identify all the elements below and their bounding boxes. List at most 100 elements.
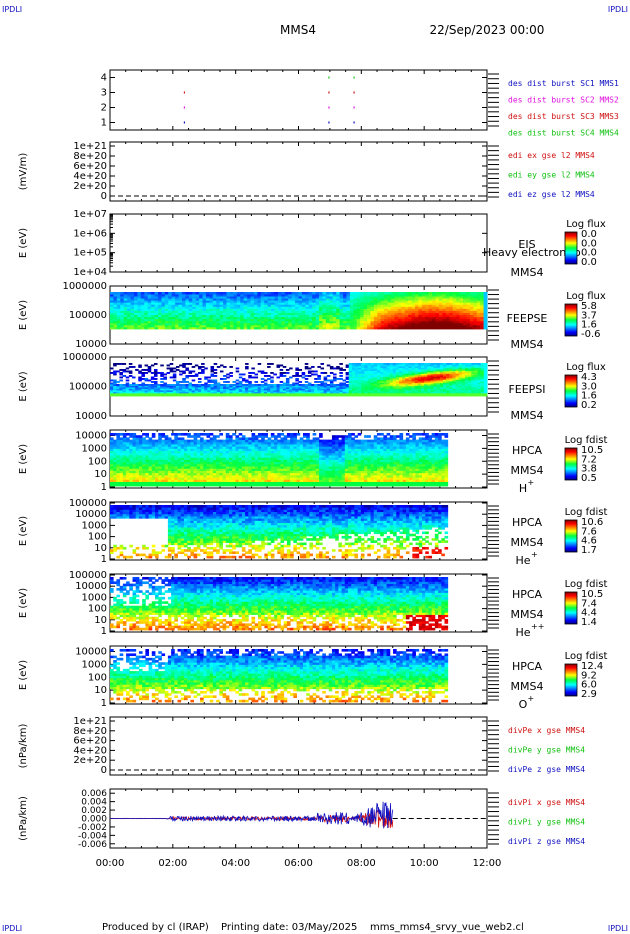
feepse-cell (120, 292, 125, 295)
hpca_h-cell (132, 439, 137, 443)
feepsi-cell (411, 364, 416, 367)
feepsi-cell (210, 366, 215, 368)
feepse-cell (483, 322, 488, 326)
hpca_h-cell (151, 435, 156, 438)
feepse-cell (144, 320, 149, 324)
feepse-cell (205, 308, 210, 311)
hpca_h-cell (183, 433, 188, 436)
feepse-cell (305, 320, 310, 324)
feepse-cell (483, 302, 488, 305)
feepse-cell (439, 294, 443, 297)
feepsi-cell (468, 378, 472, 380)
feepse-cell (202, 312, 207, 316)
hpca_h-cell (167, 439, 172, 443)
feepsi-cell (411, 390, 416, 392)
feepse-cell (325, 316, 330, 320)
feepse-cell (356, 300, 361, 303)
feepsi-cell (361, 363, 365, 365)
hpca_h-cell (122, 452, 127, 456)
hpca_h-cell (122, 463, 127, 467)
feepsi-cell (317, 381, 321, 383)
feepsi-cell (392, 385, 397, 388)
hpca_h-cell (119, 459, 124, 463)
feepse-cell (411, 300, 416, 303)
feepsi-cell (329, 372, 334, 374)
feepsi-cell (169, 384, 174, 386)
feepsi-cell (194, 387, 199, 389)
feepsi-cell (267, 384, 271, 386)
feepse-cell (401, 316, 406, 320)
hpca_h-cell (113, 439, 117, 443)
feepsi-cell (468, 370, 472, 373)
feepse-cell (130, 316, 135, 320)
feepse-cell (466, 292, 471, 295)
feepsi-cell (483, 382, 488, 385)
feepsi-cell (399, 366, 403, 368)
feepse-cell (452, 308, 457, 311)
feepse-cell (384, 320, 389, 324)
feepsi-cell (160, 388, 164, 391)
feepsi-cell (125, 393, 130, 395)
feepse-cell (442, 298, 447, 301)
feepse-cell (421, 302, 426, 305)
feepse-cell (260, 320, 265, 324)
feepse-cell (260, 292, 265, 295)
feepsi-cell (276, 394, 281, 397)
feepse-cell (394, 306, 399, 309)
feepse-cell (483, 318, 488, 322)
feepse-cell (411, 294, 416, 297)
feepsi-cell (245, 367, 249, 370)
feepsi-cell (157, 391, 161, 394)
feepse-cell (264, 306, 269, 309)
feepse-cell (349, 302, 354, 305)
feepse-cell (188, 300, 193, 303)
hpca_h-cell (110, 468, 114, 471)
feepsi-cell (370, 379, 375, 382)
feepse-cell (291, 306, 296, 309)
feepse-cell (178, 310, 183, 313)
feepsi-cell (298, 391, 303, 394)
feepsi-cell (427, 384, 431, 386)
feepse-cell (421, 324, 426, 328)
hpca_h-cell (158, 474, 162, 478)
feepse-cell (373, 324, 378, 328)
feepsi-cell (138, 372, 142, 374)
feepsi-cell (213, 385, 218, 388)
feepse-cell (384, 300, 389, 303)
feepse-cell (459, 294, 464, 297)
feepse-cell (469, 296, 474, 299)
feepse-cell (240, 326, 245, 330)
feepsi-cell (175, 366, 180, 368)
feepse-cell (452, 306, 457, 309)
feepsi-cell (320, 385, 325, 388)
hpca_h-cell (135, 483, 140, 487)
hpca_h-cell (119, 461, 124, 465)
hpca_h-cell (180, 477, 185, 480)
hpca_h-cell (132, 468, 137, 471)
feepse-cell (240, 302, 245, 305)
feepsi-cell (414, 394, 419, 397)
hpca_h-cell (161, 463, 166, 467)
feepse-cell (343, 314, 347, 318)
hpca_h-cell (148, 474, 153, 478)
hpca_h-cell (171, 468, 175, 471)
feepsi-cell (131, 387, 136, 389)
hpca_h-cell (145, 481, 149, 485)
feepsi-cell (370, 391, 375, 394)
feepse-cell (343, 312, 347, 316)
feepsi-cell (279, 384, 284, 386)
feepsi-cell (424, 382, 428, 385)
feepse-cell (325, 294, 330, 297)
hpca_h-cell (142, 461, 146, 465)
feepse-cell (257, 300, 262, 303)
feepse-cell (432, 314, 436, 318)
feepsi-cell (430, 390, 434, 392)
feepse-cell (212, 302, 217, 305)
feepse-cell (466, 306, 471, 309)
feepsi-cell (395, 390, 400, 392)
feepse-cell (373, 316, 378, 320)
feepse-cell (247, 292, 251, 295)
feepse-cell (339, 314, 344, 318)
feepsi-cell (361, 387, 365, 389)
feepsi-cell (430, 394, 434, 397)
